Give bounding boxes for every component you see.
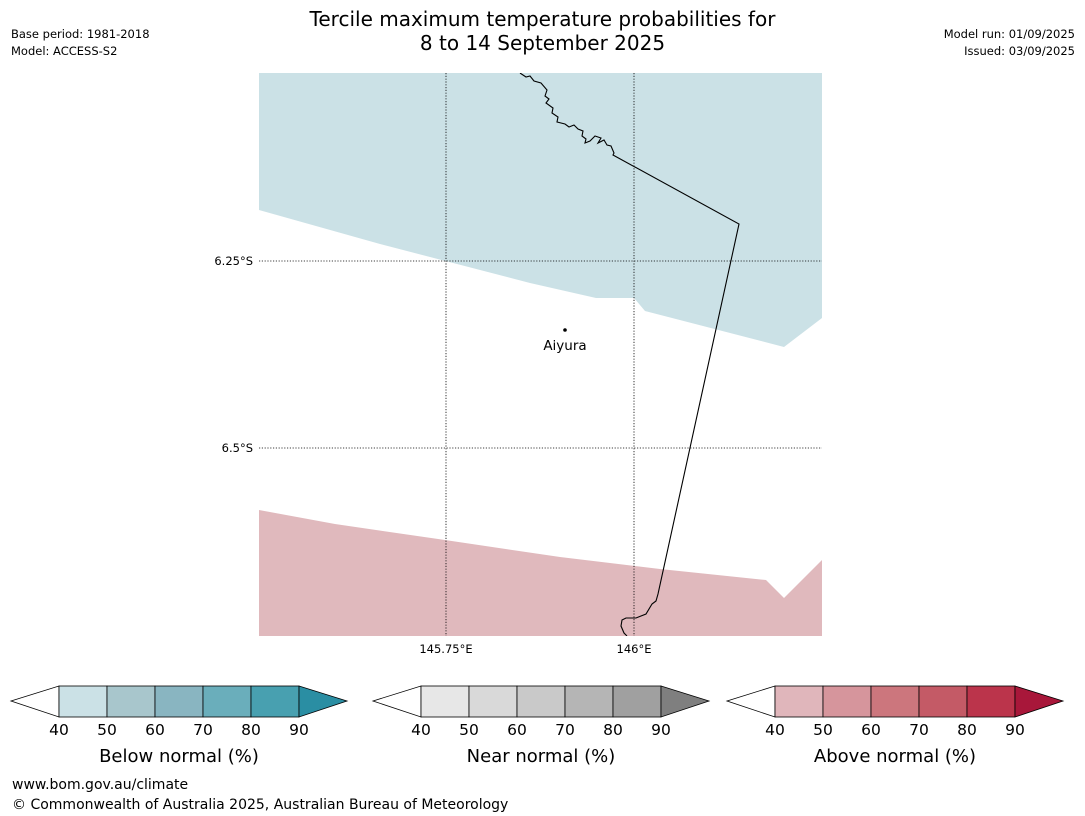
aiyura-place-label: Aiyura xyxy=(543,338,586,354)
colorbar-near-segment-80-90 xyxy=(612,685,662,718)
colorbar-near-low-extend xyxy=(371,685,422,718)
colorbar-near-tick-60: 60 xyxy=(507,721,527,739)
colorbar-below-tick-70: 70 xyxy=(193,721,213,739)
colorbar-near-segment-70-80 xyxy=(564,685,614,718)
lat-label-6-25s: 6.25°S xyxy=(214,254,253,268)
title-line-1: Tercile maximum temperature probabilitie… xyxy=(309,7,776,31)
colorbar-below-normal: 40 50 60 70 80 90 Below normal (%) xyxy=(9,685,349,767)
colorbar-below-segment-40-50 xyxy=(58,685,108,718)
colorbar-below-tick-60: 60 xyxy=(145,721,165,739)
map-title: Tercile maximum temperature probabilitie… xyxy=(0,7,1085,55)
aiyura-location-marker xyxy=(563,328,567,332)
below-normal-region xyxy=(259,73,822,347)
colorbar-below-low-extend xyxy=(9,685,60,718)
colorbar-above-segment-80-90 xyxy=(966,685,1016,718)
colorbar-above-tick-80: 80 xyxy=(957,721,977,739)
colorbar-near-tick-50: 50 xyxy=(459,721,479,739)
colorbar-below-tick-50: 50 xyxy=(97,721,117,739)
colorbar-above-low-extend xyxy=(725,685,776,718)
colorbar-above-normal: 40 50 60 70 80 90 Above normal (%) xyxy=(725,685,1065,767)
title-line-2: 8 to 14 September 2025 xyxy=(419,31,666,55)
colorbar-below-segment-50-60 xyxy=(106,685,156,718)
model-run-text: Model run: 01/09/2025 xyxy=(943,27,1075,41)
colorbar-above-high-extend xyxy=(1014,685,1065,718)
colorbar-below-tick-90: 90 xyxy=(289,721,309,739)
province-boundary-line xyxy=(519,73,740,636)
run-info: Model run: 01/09/2025 Issued: 03/09/2025 xyxy=(944,26,1075,60)
colorbar-near-segment-50-60 xyxy=(468,685,518,718)
colorbar-above-tick-70: 70 xyxy=(909,721,929,739)
colorbar-below-tick-80: 80 xyxy=(241,721,261,739)
colorbar-near-segment-60-70 xyxy=(516,685,566,718)
colorbar-near-normal: 40 50 60 70 80 90 Near normal (%) xyxy=(371,685,711,767)
lon-label-146e: 146°E xyxy=(617,642,652,656)
lat-label-6-5s: 6.5°S xyxy=(222,441,253,455)
colorbar-above-tick-50: 50 xyxy=(813,721,833,739)
colorbar-above-segment-50-60 xyxy=(822,685,872,718)
colorbar-near-segment-40-50 xyxy=(420,685,470,718)
colorbar-near-tick-40: 40 xyxy=(411,721,431,739)
base-period-text: Base period: 1981-2018 xyxy=(11,27,150,41)
colorbar-below-title: Below normal (%) xyxy=(99,746,259,767)
above-normal-region xyxy=(259,510,822,636)
colorbar-above-title: Above normal (%) xyxy=(814,746,976,767)
colorbar-near-tick-70: 70 xyxy=(555,721,575,739)
lon-label-145-75e: 145.75°E xyxy=(419,642,472,656)
model-name-text: Model: ACCESS-S2 xyxy=(11,44,118,58)
colorbar-below-high-extend xyxy=(298,685,349,718)
colorbar-above-tick-40: 40 xyxy=(765,721,785,739)
colorbar-above-segment-60-70 xyxy=(870,685,920,718)
map-area xyxy=(259,73,822,636)
footer: www.bom.gov.au/climate © Commonwealth of… xyxy=(12,775,508,815)
colorbar-near-title: Near normal (%) xyxy=(467,746,616,767)
colorbar-below-segment-60-70 xyxy=(154,685,204,718)
copyright-text: © Commonwealth of Australia 2025, Austra… xyxy=(12,797,509,813)
website-link[interactable]: www.bom.gov.au/climate xyxy=(12,777,189,793)
issued-date-text: Issued: 03/09/2025 xyxy=(964,44,1075,58)
model-info: Base period: 1981-2018 Model: ACCESS-S2 xyxy=(11,26,150,60)
colorbar-above-segment-40-50 xyxy=(774,685,824,718)
colorbar-near-high-extend xyxy=(660,685,711,718)
colorbar-above-tick-90: 90 xyxy=(1005,721,1025,739)
colorbar-above-tick-60: 60 xyxy=(861,721,881,739)
colorbar-below-tick-40: 40 xyxy=(49,721,69,739)
colorbar-near-tick-80: 80 xyxy=(603,721,623,739)
colorbar-below-segment-80-90 xyxy=(250,685,300,718)
colorbar-near-tick-90: 90 xyxy=(651,721,671,739)
colorbar-below-segment-70-80 xyxy=(202,685,252,718)
colorbar-above-segment-70-80 xyxy=(918,685,968,718)
